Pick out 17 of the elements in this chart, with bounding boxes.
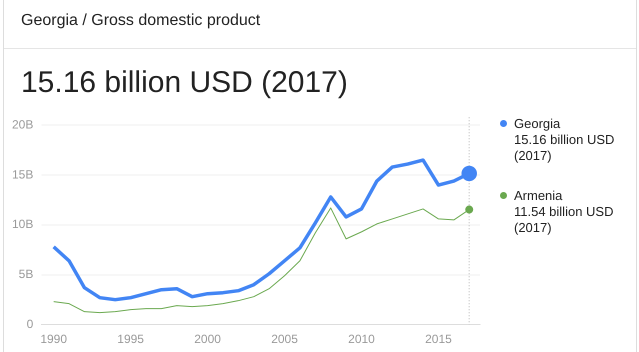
text: 11.54 billion USD (2017)	[514, 204, 614, 236]
y-tick-label: 0	[26, 316, 34, 331]
y-tick-label: 5B	[18, 267, 34, 282]
x-tick-label: 2000	[194, 332, 222, 346]
legend-label: Armenia	[514, 188, 564, 204]
y-tick-label: 15B	[12, 167, 34, 182]
chart-title: 15.16 billion USD (2017)	[21, 66, 348, 100]
chart-subtitle: Georgia / Gross domestic product	[21, 12, 260, 30]
y-tick-label: 10B	[12, 217, 34, 232]
x-tick-label: 2010	[348, 332, 376, 346]
x-tick-label: 2015	[425, 332, 452, 346]
x-tick-label: 1990	[40, 332, 68, 346]
y-tick-label: 20B	[12, 118, 34, 132]
x-tick-label: 2005	[271, 332, 298, 346]
x-tick-label: 1995	[117, 332, 144, 346]
text: 15.16 billion USD (2017)	[514, 132, 616, 164]
legend-label: Georgia	[514, 116, 562, 132]
